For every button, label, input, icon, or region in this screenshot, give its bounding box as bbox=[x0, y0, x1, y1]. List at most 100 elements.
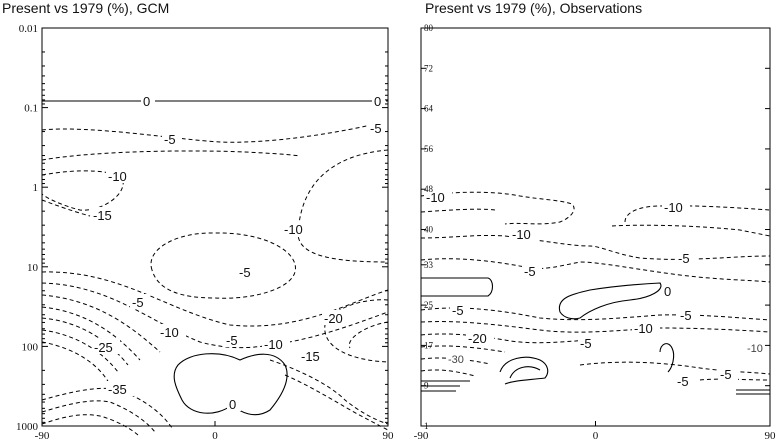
obs-label-10-edge: -10 bbox=[747, 343, 763, 355]
obs-label-10-mid: -10 bbox=[512, 227, 531, 242]
obs-contour-right-solid-b bbox=[736, 389, 770, 395]
gcm-label-5-top-right: -5 bbox=[370, 121, 382, 136]
gcm-contour-20-lower bbox=[41, 306, 141, 361]
obs-ytick-label: 9 bbox=[424, 381, 429, 391]
obs-label-10-right: -10 bbox=[664, 200, 683, 215]
gcm-contour-5-top bbox=[41, 120, 389, 143]
obs-label-5-lower-right: -5 bbox=[680, 308, 692, 323]
obs-contour-0-mid bbox=[558, 282, 662, 320]
panel-observations: Present vs 1979 (%), Observations bbox=[414, 0, 776, 442]
gcm-contour-10-top-right bbox=[297, 149, 389, 263]
obs-ytick-label: 25 bbox=[424, 300, 434, 310]
obs-ytick-label: 33 bbox=[424, 260, 434, 270]
gcm-contour-5-mid bbox=[150, 232, 296, 299]
obs-contour-10-lower bbox=[420, 321, 771, 333]
gcm-contour-30-lower bbox=[41, 329, 119, 373]
gcm-contour-5-lower bbox=[41, 271, 389, 327]
obs-contour-stack-3 bbox=[420, 369, 476, 377]
obs-xtick-label: 0 bbox=[593, 430, 599, 442]
gcm-contour-15-left bbox=[41, 199, 91, 217]
gcm-contour-right-d bbox=[284, 374, 389, 431]
obs-ytick-label: 56 bbox=[424, 144, 434, 154]
gcm-label-35: -35 bbox=[108, 382, 127, 397]
gcm-contour-bottom-c bbox=[41, 414, 139, 436]
gcm-contour-right-b bbox=[348, 321, 389, 349]
obs-label-20: -20 bbox=[468, 331, 487, 346]
obs-label-5-center: -5 bbox=[580, 336, 592, 351]
obs-contours bbox=[420, 191, 771, 395]
gcm-label-20: -20 bbox=[324, 311, 343, 326]
gcm-ytick-label: 100 bbox=[22, 341, 39, 353]
obs-contour-0-left bbox=[421, 277, 494, 297]
gcm-label-15-left: -15 bbox=[93, 208, 112, 223]
gcm-label-0-right: 0 bbox=[374, 94, 381, 109]
obs-label-5-left: -5 bbox=[452, 303, 464, 318]
obs-plot-frame bbox=[420, 27, 771, 427]
gcm-label-25: -25 bbox=[94, 340, 113, 355]
obs-axis-ticks: -90 0 90 1 9 17 25 33 40 48 56 64 72 80 bbox=[414, 23, 776, 442]
obs-contour-10-top bbox=[420, 191, 575, 225]
obs-contour-labels: -10 -10 -10 -5 -5 0 -5 -5 -10 -20 -5 -30… bbox=[424, 189, 769, 389]
gcm-title: Present vs 1979 (%), GCM bbox=[2, 0, 169, 16]
obs-contour-right-dash-b bbox=[699, 378, 771, 381]
obs-ytick-label: 1 bbox=[424, 421, 429, 431]
obs-label-5-bottom: -5 bbox=[677, 374, 689, 389]
obs-xtick-label: -90 bbox=[414, 430, 429, 442]
obs-contour-10-right bbox=[624, 205, 771, 223]
gcm-contours bbox=[41, 100, 389, 436]
panel-gcm: Present vs 1979 (%), GCM bbox=[2, 0, 394, 442]
obs-ytick-label: 17 bbox=[424, 340, 434, 350]
gcm-contour-15-lower bbox=[41, 294, 161, 353]
gcm-label-10-mid: -10 bbox=[284, 222, 303, 237]
gcm-xtick-label: 0 bbox=[212, 430, 218, 442]
gcm-label-10-lower: -10 bbox=[160, 325, 179, 340]
obs-contour-5-lower bbox=[420, 307, 771, 321]
obs-ytick-label: 72 bbox=[424, 63, 433, 73]
gcm-ytick-label: 0.1 bbox=[24, 103, 38, 115]
obs-label-5-mid: -5 bbox=[524, 264, 536, 279]
obs-label-10-left: -10 bbox=[426, 190, 445, 205]
gcm-label-10-bottom: -10 bbox=[264, 337, 283, 352]
obs-contour-10-top-b bbox=[420, 208, 496, 213]
obs-label-30: -30 bbox=[448, 354, 464, 366]
obs-contour-5-upper bbox=[420, 234, 771, 260]
gcm-label-0-blob: 0 bbox=[229, 397, 236, 412]
gcm-contour-35-lower bbox=[41, 341, 111, 386]
obs-contour-right-solid bbox=[659, 343, 675, 373]
gcm-ytick-label: 0.01 bbox=[19, 23, 38, 35]
obs-ytick-label: 64 bbox=[424, 104, 434, 114]
gcm-plot-frame bbox=[41, 27, 389, 427]
obs-contour-stack-1 bbox=[420, 345, 506, 353]
obs-title: Present vs 1979 (%), Observations bbox=[425, 0, 642, 16]
obs-ytick-label: 48 bbox=[424, 184, 434, 194]
obs-ytick-label: 80 bbox=[424, 23, 434, 33]
gcm-ytick-label: 1000 bbox=[16, 421, 39, 433]
obs-contour-20-lower bbox=[420, 333, 591, 344]
gcm-label-5-bottom: -5 bbox=[226, 333, 238, 348]
gcm-xtick-label: 90 bbox=[383, 430, 395, 442]
gcm-ytick-label: 10 bbox=[27, 262, 39, 274]
gcm-ytick-label: 1 bbox=[33, 182, 39, 194]
gcm-contour-bottom-b bbox=[41, 400, 156, 433]
gcm-axis-ticks: -90 0 90 0.01 0.1 1 10 100 1000 bbox=[16, 23, 394, 442]
gcm-label-5-top: -5 bbox=[164, 132, 176, 147]
obs-contour-solid-loop-b bbox=[509, 366, 541, 379]
gcm-contour-right-a bbox=[324, 299, 389, 363]
obs-contour-10-right-b bbox=[611, 224, 771, 237]
obs-ytick-label: 40 bbox=[424, 225, 434, 235]
obs-contour-solid-loop bbox=[499, 356, 549, 385]
obs-label-5-right: -5 bbox=[678, 251, 690, 266]
gcm-contour-right-c bbox=[269, 359, 389, 425]
gcm-label-10-left: -10 bbox=[108, 169, 127, 184]
obs-label-5-lower-right-b: -5 bbox=[720, 367, 732, 382]
obs-contour-right-dash bbox=[579, 361, 771, 375]
obs-contour-5-mid bbox=[420, 258, 771, 283]
gcm-contour-10-top-left bbox=[41, 150, 301, 161]
obs-xtick-label: 90 bbox=[765, 430, 777, 442]
gcm-contour-labels: 0 0 -5 -5 -10 -15 -10 -5 -5 -20 -10 -5 -… bbox=[91, 93, 388, 412]
obs-label-0: 0 bbox=[664, 284, 671, 299]
gcm-label-5-mid: -5 bbox=[239, 265, 251, 280]
gcm-contour-0-blob bbox=[173, 353, 288, 416]
gcm-label-15-right: -15 bbox=[301, 349, 320, 364]
